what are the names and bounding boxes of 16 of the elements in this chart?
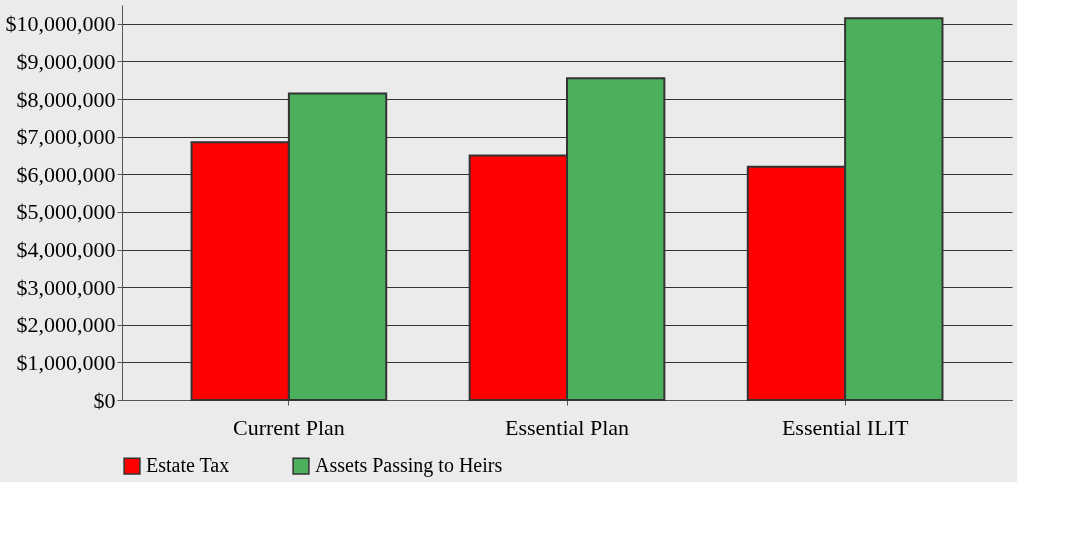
legend-label: Assets Passing to Heirs (315, 454, 503, 478)
y-tick-label: $6,000,000 (16, 161, 116, 187)
y-tick-label: $2,000,000 (16, 312, 116, 338)
legend-label: Estate Tax (146, 454, 230, 477)
y-tick-label: $5,000,000 (16, 199, 116, 225)
x-tick-label: Current Plan (232, 414, 345, 440)
y-tick-label: $0 (93, 387, 116, 413)
y-tick-label: $10,000,000 (5, 11, 116, 37)
y-tick-label: $7,000,000 (16, 124, 116, 150)
y-tick-label: $8,000,000 (16, 86, 116, 112)
y-tick-label: $4,000,000 (16, 237, 116, 263)
x-tick-label: Essential Plan (504, 414, 630, 440)
y-tick-label: $1,000,000 (16, 349, 116, 375)
y-tick-label: $9,000,000 (16, 48, 116, 74)
y-tick-label: $3,000,000 (16, 274, 116, 300)
x-tick-label: Essential ILIT (781, 414, 909, 440)
